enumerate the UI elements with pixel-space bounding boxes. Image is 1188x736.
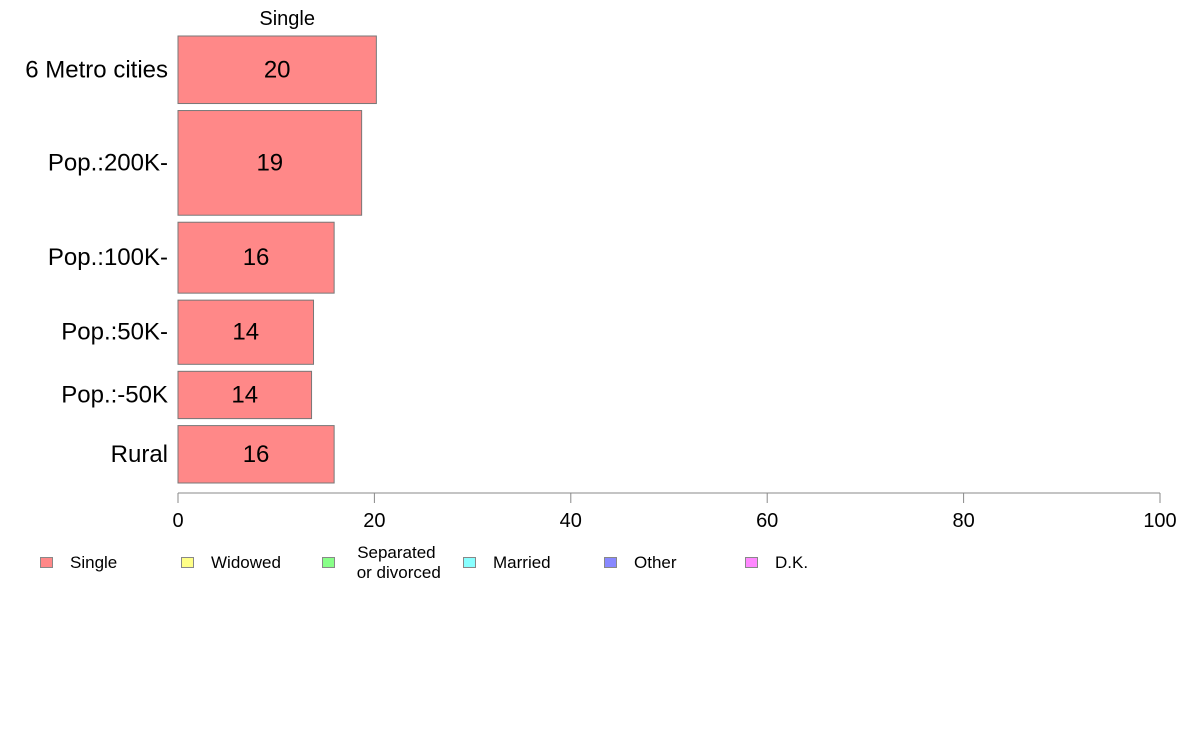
- bar-value-label: 19: [256, 149, 283, 176]
- legend-swatch: [322, 557, 335, 568]
- bar: [177, 370, 313, 420]
- x-tick-label: 0: [172, 510, 183, 532]
- bar-value-label: 14: [231, 381, 258, 408]
- legend-label: Married: [493, 553, 551, 572]
- category-label: Pop.:200K-: [48, 149, 168, 176]
- legend-swatch: [604, 557, 617, 568]
- bar: [177, 221, 335, 294]
- bar: [177, 110, 363, 216]
- bar-value-label: 14: [232, 319, 259, 346]
- category-label: Pop.:100K-: [48, 244, 168, 271]
- legend-swatch: [745, 557, 758, 568]
- x-tick-label: 80: [952, 510, 974, 532]
- legend-swatch: [463, 557, 476, 568]
- legend-label: Widowed: [211, 553, 281, 572]
- legend-item: Married: [463, 540, 604, 590]
- x-tick-label: 40: [560, 510, 582, 532]
- legend-label: Separated or divorced: [356, 543, 441, 582]
- legend-item: Separated or divorced: [322, 540, 463, 590]
- category-label: Rural: [111, 441, 168, 468]
- legend-item: Single: [40, 540, 181, 590]
- bar: [177, 425, 335, 484]
- legend-label: D.K.: [775, 553, 809, 572]
- bar: [177, 35, 377, 105]
- legend-item: D.K.: [745, 540, 886, 590]
- bar-value-label: 16: [243, 244, 270, 271]
- x-tick-label: 20: [363, 510, 385, 532]
- legend: Single Widowed Separated or divorced Marrie…: [0, 540, 1188, 590]
- bar-value-label: 16: [243, 441, 270, 468]
- legend-swatch: [40, 557, 53, 568]
- x-tick-label: 100: [1143, 510, 1176, 532]
- x-tick-label: 60: [756, 510, 778, 532]
- legend-item: Other: [604, 540, 745, 590]
- legend-label: Single: [70, 553, 118, 572]
- chart: Single 20 6 Metro cities 19 Pop.:200K- 16 Pop…: [25, 8, 1177, 532]
- bar: [177, 299, 315, 365]
- category-label: Pop.:50K-: [61, 319, 168, 346]
- legend-swatch: [181, 557, 194, 568]
- category-label: 6 Metro cities: [25, 56, 168, 83]
- legend-label: Other: [634, 553, 677, 572]
- chart-title: Single: [259, 8, 315, 30]
- bars-group: 20 6 Metro cities 19 Pop.:200K- 16 Pop.:100K-…: [25, 35, 377, 484]
- x-axis: 0 20 40 60 80 100: [172, 492, 1177, 532]
- category-label: Pop.:-50K: [61, 381, 168, 408]
- legend-item: Widowed: [181, 540, 322, 590]
- bar-value-label: 20: [264, 56, 291, 83]
